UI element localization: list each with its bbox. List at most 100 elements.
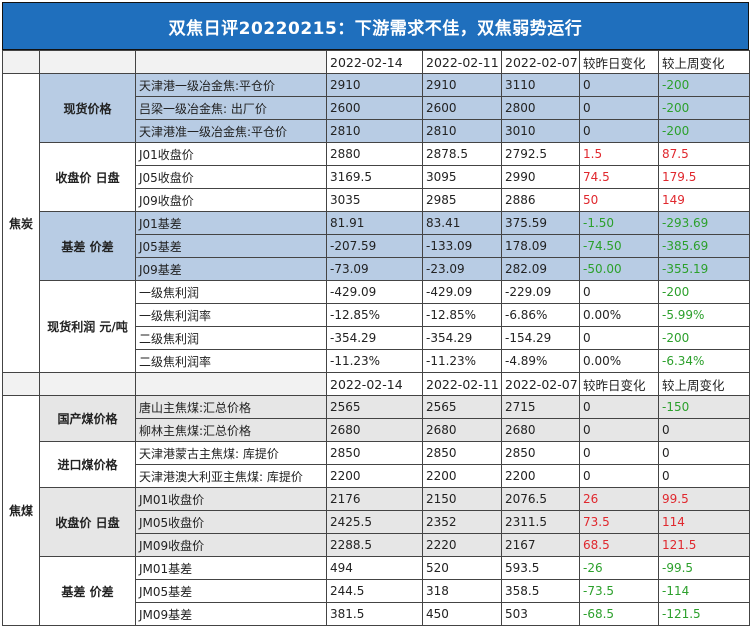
change-day-cell: 74.5 (579, 165, 659, 189)
value-cell: 375.59 (501, 211, 580, 235)
price-table: 2022-02-14 2022-02-11 2022-02-07 较昨日变化 较上周变化… (2, 50, 750, 626)
table-row: 吕梁一级冶金焦: 出厂价 2600 2600 2800 0 -200 (3, 96, 750, 120)
table-row: JM05基差 244.5 318 358.5 -73.5 -114 (3, 579, 750, 603)
value-cell: 520 (422, 556, 502, 580)
value-cell: 3035 (326, 188, 423, 212)
row-label-cell: J05基差 (135, 234, 327, 258)
value-cell: 3110 (501, 73, 580, 97)
row-label-cell: 天津港一级冶金焦:平仓价 (135, 73, 327, 97)
change-week-cell: 99.5 (658, 487, 750, 511)
report-title: 双焦日评20220215：下游需求不佳，双焦弱势运行 (2, 2, 749, 50)
change-day-cell: 0 (579, 119, 659, 143)
group-label-cell: 收盘价 日盘 (39, 487, 136, 557)
change-week-cell: -5.99% (658, 303, 750, 327)
value-cell: 2910 (422, 73, 502, 97)
value-cell: -4.89% (501, 349, 580, 373)
value-cell: -11.23% (422, 349, 502, 373)
change-week-cell: 149 (658, 188, 750, 212)
value-cell: 2600 (422, 96, 502, 120)
change-week-cell: 0 (658, 418, 750, 442)
change-week-cell: -200 (658, 119, 750, 143)
change-day-cell: 0 (579, 464, 659, 488)
table-row: JM09收盘价 2288.5 2220 2167 68.5 121.5 (3, 533, 750, 557)
value-cell: 2880 (326, 142, 423, 166)
header-blank-cell (135, 50, 327, 74)
change-week-cell: -385.69 (658, 234, 750, 258)
change-week-cell: 114 (658, 510, 750, 534)
change-week-cell: -114 (658, 579, 750, 603)
value-cell: 2792.5 (501, 142, 580, 166)
category-cell: 焦炭 (2, 73, 40, 373)
value-cell: 3169.5 (326, 165, 423, 189)
row-label-cell: 一级焦利润率 (135, 303, 327, 327)
change-week-cell: -121.5 (658, 602, 750, 626)
change-day-cell: 68.5 (579, 533, 659, 557)
table-row: 收盘价 日盘 J01收盘价 2880 2878.5 2792.5 1.5 87.5 (3, 142, 750, 212)
table-row: 焦煤 国产煤价格 唐山主焦煤:汇总价格 2565 2565 2715 0 -150 (2, 395, 750, 626)
value-cell: -12.85% (422, 303, 502, 327)
change-day-cell: 26 (579, 487, 659, 511)
value-cell: 2850 (326, 441, 423, 465)
value-cell: 3010 (501, 119, 580, 143)
value-cell: -133.09 (422, 234, 502, 258)
row-label-cell: JM05基差 (135, 579, 327, 603)
value-cell: 381.5 (326, 602, 423, 626)
value-cell: 2680 (422, 418, 502, 442)
change-day-cell: -1.50 (579, 211, 659, 235)
table-row: 一级焦利润率 -12.85% -12.85% -6.86% 0.00% -5.99% (3, 303, 750, 327)
value-cell: 2311.5 (501, 510, 580, 534)
table-row: 基差 价差 JM01基差 494 520 593.5 -26 -99.5 (3, 556, 750, 626)
header-blank-cell (2, 50, 40, 74)
change-day-cell: 0 (579, 73, 659, 97)
value-cell: 2878.5 (422, 142, 502, 166)
value-cell: 282.09 (501, 257, 580, 281)
value-cell: 2680 (501, 418, 580, 442)
table-row: 现货利润 元/吨 一级焦利润 -429.09 -429.09 -229.09 0 -200 (3, 280, 750, 373)
value-cell: 503 (501, 602, 580, 626)
value-cell: 83.41 (422, 211, 502, 235)
change-week-cell: -200 (658, 326, 750, 350)
change-day-cell: -50.00 (579, 257, 659, 281)
header-cell-0: 2022-02-14 (326, 50, 423, 74)
value-cell: 2565 (326, 395, 423, 419)
value-cell: 358.5 (501, 579, 580, 603)
header-row: 2022-02-14 2022-02-11 2022-02-07 较昨日变化 较上周变化 (2, 372, 750, 396)
row-label-cell: JM09基差 (135, 602, 327, 626)
row-label-cell: 二级焦利润率 (135, 349, 327, 373)
header-cell-3: 较昨日变化 (579, 50, 659, 74)
row-label-cell: 唐山主焦煤:汇总价格 (135, 395, 327, 419)
value-cell: 593.5 (501, 556, 580, 580)
value-cell: 2425.5 (326, 510, 423, 534)
change-day-cell: 0 (579, 96, 659, 120)
change-week-cell: -200 (658, 73, 750, 97)
value-cell: -154.29 (501, 326, 580, 350)
value-cell: 2910 (326, 73, 423, 97)
value-cell: 450 (422, 602, 502, 626)
value-cell: 2715 (501, 395, 580, 419)
value-cell: 2810 (326, 119, 423, 143)
group-label-cell: 收盘价 日盘 (39, 142, 136, 212)
value-cell: 2352 (422, 510, 502, 534)
value-cell: 2200 (501, 464, 580, 488)
value-cell: 2220 (422, 533, 502, 557)
change-day-cell: -26 (579, 556, 659, 580)
row-label-cell: JM05收盘价 (135, 510, 327, 534)
row-label-cell: 天津港准一级冶金焦:平仓价 (135, 119, 327, 143)
value-cell: -6.86% (501, 303, 580, 327)
table-row: 进口煤价格 天津港蒙古主焦煤: 库提价 2850 2850 2850 0 0 (3, 441, 750, 488)
row-label-cell: 二级焦利润 (135, 326, 327, 350)
table-row: 焦炭 现货价格 天津港一级冶金焦:平仓价 2910 2910 3110 0 -200 (2, 73, 750, 373)
change-week-cell: -150 (658, 395, 750, 419)
change-day-cell: 0 (579, 441, 659, 465)
change-day-cell: -74.50 (579, 234, 659, 258)
value-cell: 2985 (422, 188, 502, 212)
value-cell: 3095 (422, 165, 502, 189)
value-cell: -429.09 (326, 280, 423, 304)
change-day-cell: -68.5 (579, 602, 659, 626)
change-day-cell: 0.00% (579, 303, 659, 327)
change-week-cell: -200 (658, 96, 750, 120)
value-cell: 2990 (501, 165, 580, 189)
value-cell: -207.59 (326, 234, 423, 258)
row-label-cell: J09基差 (135, 257, 327, 281)
change-week-cell: 179.5 (658, 165, 750, 189)
